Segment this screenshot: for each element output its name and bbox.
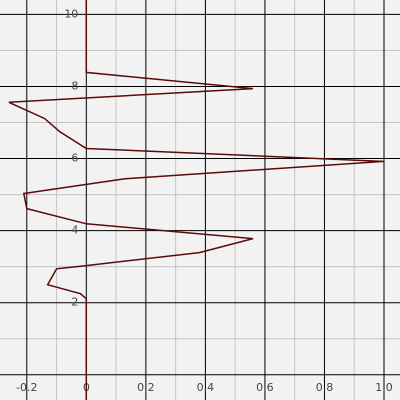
x-tick-label: -0.2 <box>16 381 37 394</box>
data-line <box>8 0 385 400</box>
x-tick-label: 0.2 <box>137 381 155 394</box>
y-tick-label: 6 <box>71 152 78 165</box>
x-tick-label: 1.0 <box>375 381 393 394</box>
y-tick-label: 10 <box>64 7 78 20</box>
y-tick-label: 8 <box>71 79 78 92</box>
y-tick-label: 2 <box>71 296 78 309</box>
x-tick-label: 0.8 <box>316 381 334 394</box>
x-tick-label: 0.6 <box>256 381 274 394</box>
y-tick-label: 4 <box>71 224 78 237</box>
x-tick-label: 0.4 <box>197 381 215 394</box>
